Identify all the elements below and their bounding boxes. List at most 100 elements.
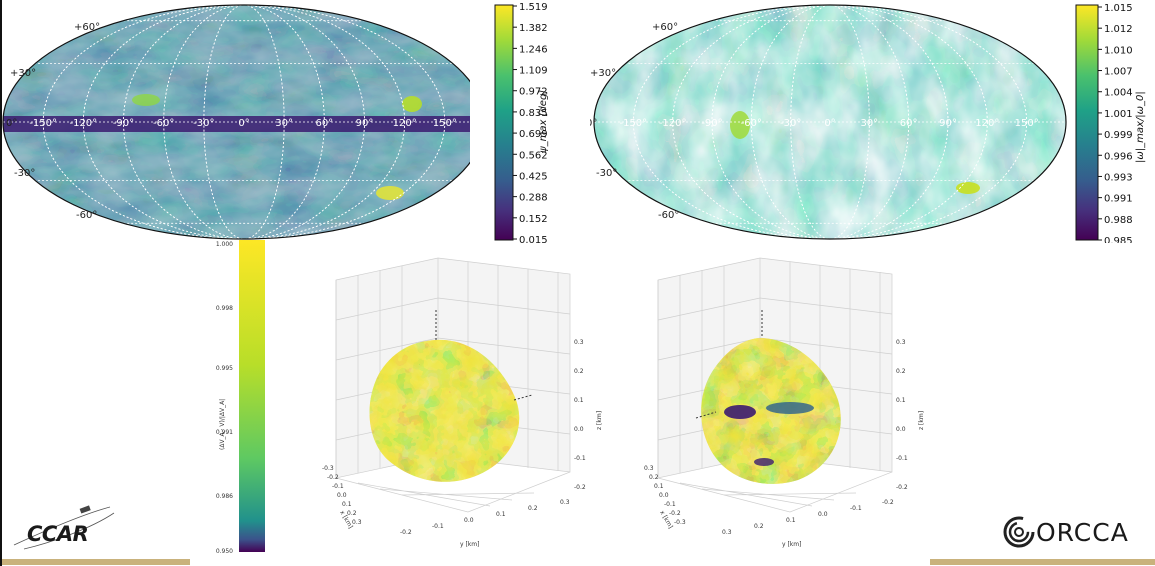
lon-label: -150° xyxy=(619,118,647,129)
colorbar-tick-label: 1.015 xyxy=(1104,3,1133,14)
colorbar-tick-label: 0.152 xyxy=(519,214,548,225)
colorbar-tick-label: 1.246 xyxy=(519,44,548,55)
velocity-colorbar-tick: 0.991 xyxy=(216,429,233,436)
z-tick-label: 0.0 xyxy=(574,426,584,433)
z-tick-label: 0.1 xyxy=(896,397,906,404)
z-tick-label: 0.2 xyxy=(896,368,906,375)
y-tick-label: 0.0 xyxy=(464,517,474,524)
psi-lat-label: -30° xyxy=(14,168,35,179)
colorbar-tick-label: 0.699 xyxy=(519,129,548,140)
colorbar-tick-label: 1.519 xyxy=(519,3,548,13)
colorbar-tick-label: 0.835 xyxy=(519,108,548,119)
y-tick-label: -0.1 xyxy=(850,505,862,512)
colorbar-tick-label: 0.999 xyxy=(1104,130,1133,141)
velocity-colorbar: 1.000 0.998 0.995 0.991 0.986 0.950 (ΔV_A · V… xyxy=(216,240,265,555)
plot1-y-label: y [km] xyxy=(460,541,479,548)
omega-lat-label: +30° xyxy=(590,68,616,79)
lon-label: -30° xyxy=(193,118,214,129)
colorbar-tick-label: 0.015 xyxy=(519,235,548,243)
y-tick-label: 0.0 xyxy=(818,511,828,518)
orcca-logo: ORCCA xyxy=(1036,518,1129,547)
orcca-rings-icon xyxy=(1003,516,1035,548)
x-tick-label: -0.1 xyxy=(664,501,676,508)
x-tick-label: -0.3 xyxy=(322,465,334,472)
colorbar-tick-label: 0.985 xyxy=(1104,236,1133,243)
psi-equatorial-band xyxy=(3,116,470,132)
colorbar-tick-label: 1.012 xyxy=(1104,24,1133,35)
y-tick-label: -0.2 xyxy=(400,529,412,536)
ccar-logo: CCAR xyxy=(27,522,89,546)
colorbar-tick-label: 1.010 xyxy=(1104,45,1133,56)
left-border xyxy=(0,0,2,566)
velocity-colorbar-tick: 0.995 xyxy=(216,365,233,372)
lon-label: 90° xyxy=(939,118,957,129)
colorbar-tick-label: 0.991 xyxy=(1104,194,1133,205)
lon-label: 60° xyxy=(315,118,333,129)
lon-label: 150° xyxy=(1015,118,1039,129)
colorbar-tick-label: 1.007 xyxy=(1104,67,1133,78)
lon-label: -150° xyxy=(29,118,57,129)
lon-label: 90° xyxy=(356,118,374,129)
y-tick-label: 0.2 xyxy=(754,523,764,530)
y-tick-label: -0.1 xyxy=(432,523,444,530)
plot2-y-label: y [km] xyxy=(782,541,801,548)
omega-lat-label: -30° xyxy=(596,168,617,179)
omega-colorbar: 1.015 1.012 1.010 1.007 1.004 1.001 0.999 0.996… xyxy=(1075,3,1146,243)
colorbar-tick-label: 0.993 xyxy=(1104,172,1133,183)
x-tick-label: -0.3 xyxy=(674,519,686,526)
z-tick-label: 0.0 xyxy=(896,426,906,433)
y-tick-label: 0.1 xyxy=(786,517,796,524)
y-tick-label: 0.2 xyxy=(528,505,538,512)
omega-colorbar-label: |ω|_max/|ω_0| xyxy=(1135,91,1146,163)
meridian-line xyxy=(750,5,910,239)
lon-label: 30° xyxy=(275,118,293,129)
psi-colorbar: 1.519 1.382 1.246 1.109 0.972 0.835 0.699 0.562… xyxy=(494,3,549,243)
colorbar-tick-label: 1.382 xyxy=(519,23,548,34)
lon-label: -60° xyxy=(741,118,762,129)
colorbar-tick-label: 1.004 xyxy=(1104,88,1133,99)
lon-label: 150° xyxy=(433,118,457,129)
colorbar-tick-label: 0.562 xyxy=(519,150,548,161)
psi-lat-label: +60° xyxy=(74,22,100,33)
colorbar-tick-label: 0.988 xyxy=(1104,215,1133,226)
y-tick-label: 0.3 xyxy=(722,529,732,536)
psi-graticule xyxy=(3,5,470,239)
lon-label: -60° xyxy=(153,118,174,129)
lon-label: 120° xyxy=(393,118,417,129)
x-tick-label: 0.2 xyxy=(347,510,357,517)
x-tick-label: 0.3 xyxy=(352,519,362,526)
x-tick-label: -0.1 xyxy=(332,483,344,490)
z-tick-label: -0.2 xyxy=(574,484,586,491)
velocity-colorbar-tick: 0.998 xyxy=(216,305,233,312)
lon-label: 120° xyxy=(975,118,999,129)
z-tick-label: 0.1 xyxy=(574,397,584,404)
lon-label: 30° xyxy=(860,118,878,129)
y-tick-label: 0.1 xyxy=(496,511,506,518)
plot1-z-label: z [km] xyxy=(596,411,603,430)
velocity-colorbar-tick: 0.986 xyxy=(216,493,233,500)
x-tick-label: -0.2 xyxy=(327,474,339,481)
lon-label: 0° xyxy=(824,118,835,129)
satellite-icon xyxy=(79,505,91,514)
velocity-colorbar-tick: 1.000 xyxy=(216,241,233,248)
omega-map-outline xyxy=(593,4,1067,240)
lon-label: -30° xyxy=(780,118,801,129)
lon-label: -120° xyxy=(69,118,97,129)
z-tick-label: 0.3 xyxy=(574,339,584,346)
x-tick-label: 0.2 xyxy=(649,474,659,481)
x-tick-label: 0.1 xyxy=(654,483,664,490)
lon-label: -120° xyxy=(659,118,687,129)
colorbar-tick-label: 0.288 xyxy=(519,193,548,204)
omega-lat-label: +60° xyxy=(652,22,678,33)
surface-plot-1: 0.3 0.2 0.1 0.0 -0.1 -0.2 -0.3 -0.2 -0.1 0.0 0.1 0.… xyxy=(322,257,603,548)
ccar-swoosh xyxy=(13,505,115,550)
omega-map-panel: -150° -120° -90° -60° -30° 0° 30° 60° 90° 120° 150… xyxy=(590,4,1067,240)
colorbar-tick-label: 1.109 xyxy=(519,66,548,77)
lon-label: 0° xyxy=(238,118,249,129)
x-tick-label: 0.0 xyxy=(337,492,347,499)
psi-lat-label: -60° xyxy=(76,210,97,221)
lon-label: 60° xyxy=(900,118,918,129)
omega-lat-label: -60° xyxy=(658,210,679,221)
colorbar-tick-label: 0.996 xyxy=(1104,151,1133,162)
footer-bar-left xyxy=(0,559,190,565)
